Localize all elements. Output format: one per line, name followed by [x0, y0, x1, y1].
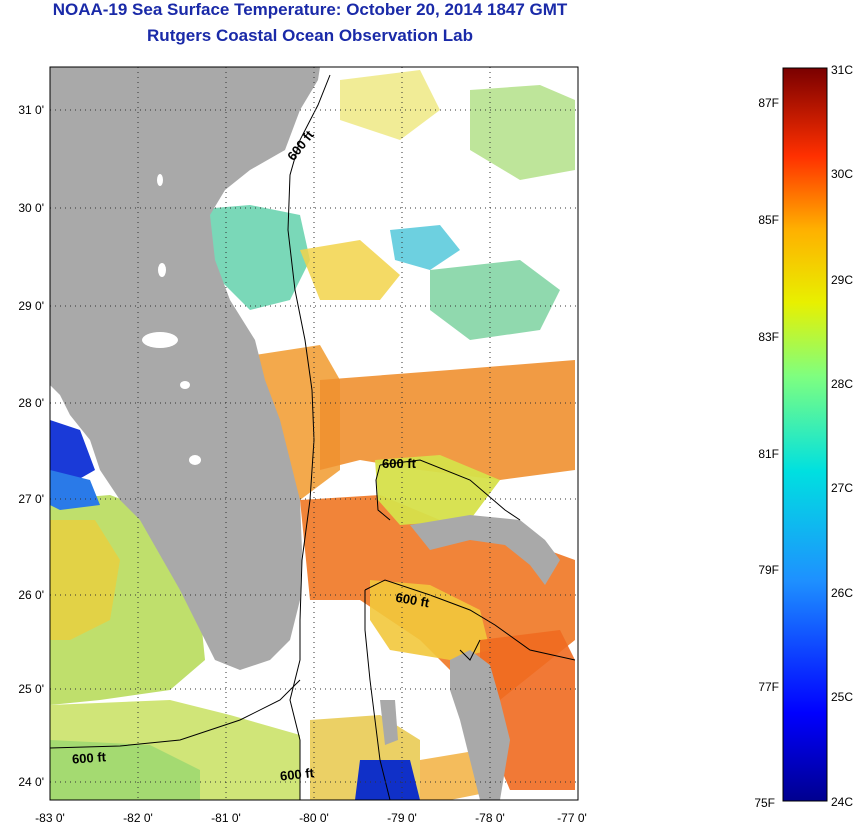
fahrenheit-label: 77F — [758, 680, 779, 694]
fahrenheit-label: 85F — [758, 213, 779, 227]
fahrenheit-label: 83F — [758, 330, 779, 344]
lon-label: -82 0' — [123, 811, 153, 825]
lat-label: 25 0' — [18, 682, 44, 696]
inland-features — [142, 174, 201, 465]
celsius-label: 24C — [831, 795, 853, 809]
lat-label: 31 0' — [18, 103, 44, 117]
lon-label: -83 0' — [35, 811, 65, 825]
longitude-axis: -83 0' -82 0' -81 0' -80 0' -79 0' -78 0… — [35, 811, 587, 825]
fahrenheit-label: 87F — [758, 96, 779, 110]
colorbar-gradient — [782, 67, 828, 802]
lat-label: 24 0' — [18, 775, 44, 789]
latitude-axis: 31 0' 30 0' 29 0' 28 0' 27 0' 26 0' 25 0… — [18, 103, 44, 789]
fahrenheit-label: 79F — [758, 563, 779, 577]
lat-label: 28 0' — [18, 396, 44, 410]
land — [50, 67, 560, 800]
graticule — [50, 67, 578, 800]
contour-label-bahamas-north: 600 ft — [382, 456, 417, 471]
fahrenheit-label: 81F — [758, 447, 779, 461]
celsius-label: 25C — [831, 690, 853, 704]
lon-label: -78 0' — [475, 811, 505, 825]
page-title: NOAA-19 Sea Surface Temperature: October… — [52, 0, 568, 19]
lat-label: 29 0' — [18, 299, 44, 313]
sst-map — [50, 67, 578, 800]
fahrenheit-scale: 87F 85F 83F 81F 79F 77F 75F — [754, 96, 779, 810]
celsius-label: 28C — [831, 377, 853, 391]
lon-label: -81 0' — [211, 811, 241, 825]
lat-label: 26 0' — [18, 588, 44, 602]
celsius-scale: 31C 30C 29C 28C 27C 26C 25C 24C — [831, 63, 853, 809]
lon-label: -77 0' — [557, 811, 587, 825]
lon-label: -79 0' — [387, 811, 417, 825]
celsius-label: 30C — [831, 167, 853, 181]
page-subtitle: Rutgers Coastal Ocean Observation Lab — [147, 26, 473, 45]
fahrenheit-label: 75F — [754, 796, 775, 810]
celsius-label: 29C — [831, 273, 853, 287]
lat-label: 30 0' — [18, 201, 44, 215]
lon-label: -80 0' — [299, 811, 329, 825]
depth-contours — [50, 74, 576, 800]
celsius-label: 26C — [831, 586, 853, 600]
map-frame — [49, 66, 579, 801]
contour-label-south: 600 ft — [279, 765, 315, 784]
lat-label: 27 0' — [18, 492, 44, 506]
colorbar: 31C 30C 29C 28C 27C 26C 25C 24C 87F 85F … — [754, 63, 853, 810]
celsius-label: 27C — [831, 481, 853, 495]
contour-label-bahamas-south: 600 ft — [394, 590, 431, 611]
sst-field — [50, 70, 575, 800]
celsius-label: 31C — [831, 63, 853, 77]
contour-label-southwest: 600 ft — [71, 749, 107, 766]
